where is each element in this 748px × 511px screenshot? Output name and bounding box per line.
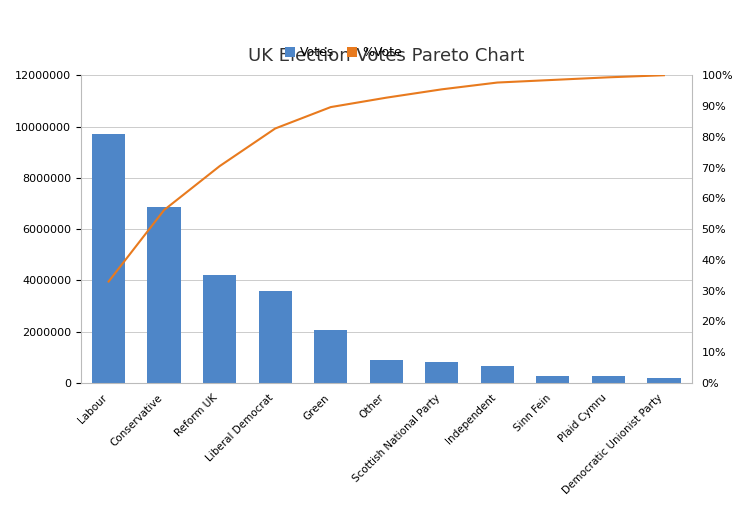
Bar — [481, 366, 514, 383]
Bar — [647, 378, 681, 383]
Legend: Votes, %Vote: Votes, %Vote — [280, 41, 407, 64]
Bar — [425, 362, 459, 383]
Bar — [147, 207, 181, 383]
Bar — [92, 134, 125, 383]
Bar — [203, 275, 236, 383]
Title: UK Election Votes Pareto Chart: UK Election Votes Pareto Chart — [248, 48, 524, 65]
Bar — [259, 291, 292, 383]
Bar — [536, 377, 569, 383]
Bar — [592, 377, 625, 383]
Bar — [370, 360, 403, 383]
Bar — [314, 330, 347, 383]
